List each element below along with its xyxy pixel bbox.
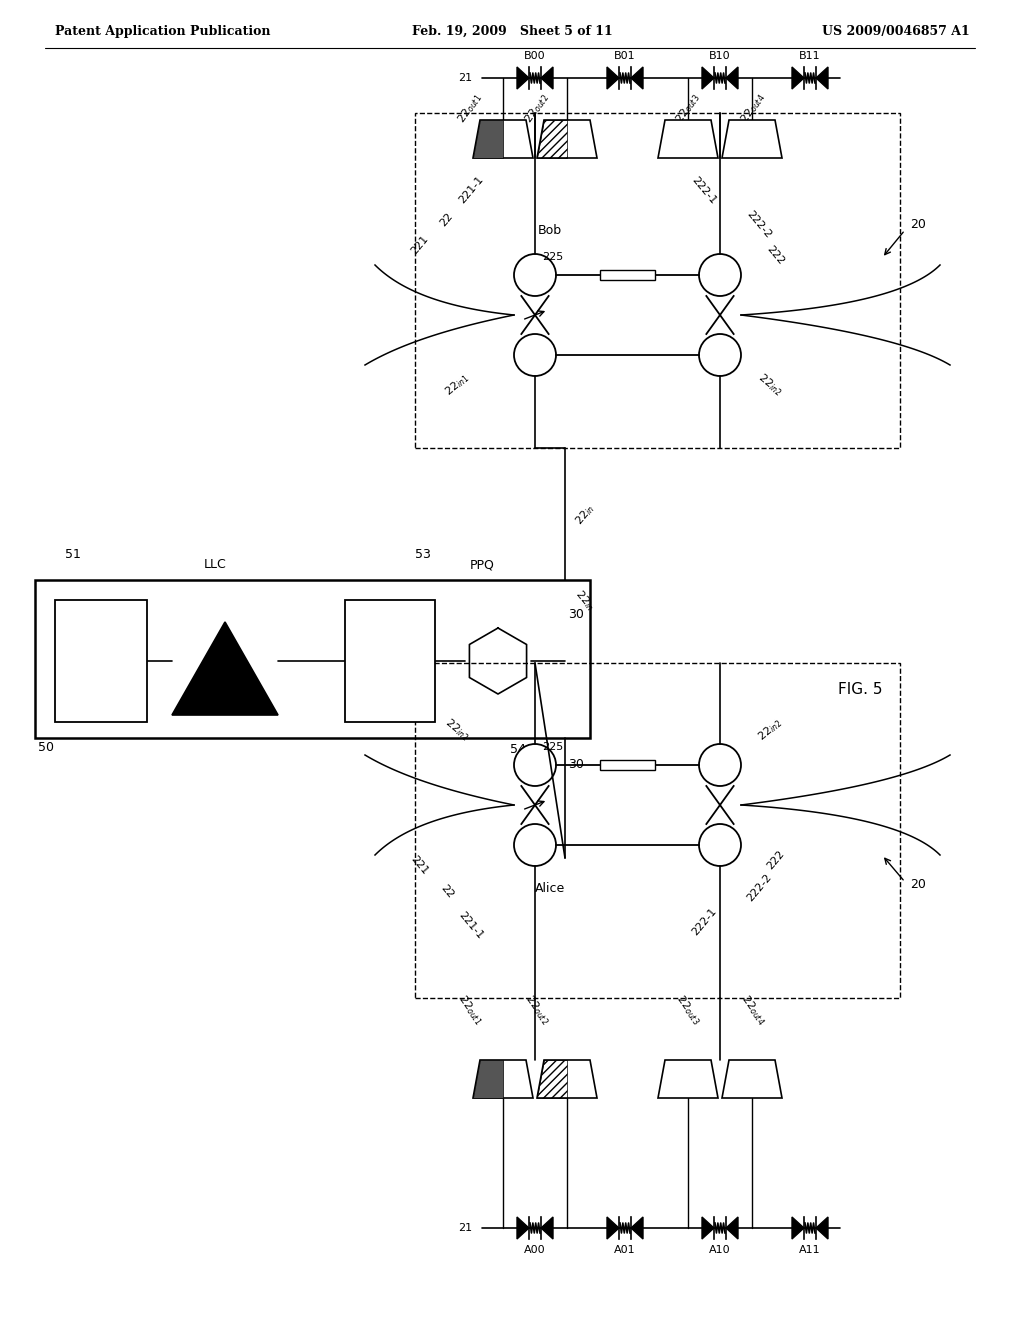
Text: 225: 225 — [542, 742, 563, 752]
Text: LLC: LLC — [204, 558, 226, 572]
Polygon shape — [473, 1060, 534, 1098]
Polygon shape — [816, 67, 828, 88]
Polygon shape — [792, 67, 804, 88]
Text: B00: B00 — [524, 51, 546, 61]
Text: 54: 54 — [510, 743, 526, 756]
Text: 22$_{in}$: 22$_{in}$ — [572, 587, 597, 614]
Polygon shape — [517, 1217, 529, 1239]
Text: NLC: NLC — [376, 653, 403, 668]
Polygon shape — [722, 1060, 782, 1098]
Text: 221: 221 — [409, 854, 430, 876]
Text: 51: 51 — [65, 549, 81, 561]
Circle shape — [699, 253, 741, 296]
Circle shape — [514, 824, 556, 866]
Circle shape — [514, 744, 556, 785]
Text: 22: 22 — [438, 211, 455, 228]
Bar — [35, 579, 590, 738]
Text: 22$_{out1}$: 22$_{out1}$ — [455, 993, 485, 1027]
Text: 225: 225 — [542, 252, 563, 261]
Text: 22$_{out2}$: 22$_{out2}$ — [522, 993, 552, 1027]
Circle shape — [514, 253, 556, 296]
Circle shape — [699, 744, 741, 785]
Text: Feb. 19, 2009   Sheet 5 of 11: Feb. 19, 2009 Sheet 5 of 11 — [412, 25, 612, 38]
Text: 50: 50 — [38, 741, 54, 754]
Bar — [600, 760, 655, 770]
Text: 30: 30 — [568, 609, 584, 622]
Bar — [415, 114, 900, 447]
Bar — [600, 271, 655, 280]
Text: 222-2: 222-2 — [745, 210, 773, 240]
Bar — [345, 601, 435, 722]
Text: 22: 22 — [438, 883, 455, 900]
Text: A11: A11 — [799, 1245, 821, 1255]
Polygon shape — [658, 1060, 718, 1098]
Polygon shape — [702, 1217, 714, 1239]
Text: B01: B01 — [614, 51, 636, 61]
Polygon shape — [517, 67, 529, 88]
Polygon shape — [473, 120, 503, 158]
Text: 222-1: 222-1 — [690, 907, 719, 937]
Polygon shape — [816, 1217, 828, 1239]
Text: 221-1: 221-1 — [457, 909, 485, 941]
Text: PPQ: PPQ — [470, 558, 495, 572]
Text: 22$_{in2}$: 22$_{in2}$ — [442, 715, 472, 744]
Text: 22$_{out2}$: 22$_{out2}$ — [522, 91, 552, 125]
Text: 22$_{out3}$: 22$_{out3}$ — [673, 90, 703, 125]
Polygon shape — [726, 67, 738, 88]
Polygon shape — [631, 67, 643, 88]
Polygon shape — [702, 67, 714, 88]
Text: B11: B11 — [799, 51, 821, 61]
Polygon shape — [607, 67, 618, 88]
Text: 22$_{in}$: 22$_{in}$ — [572, 502, 597, 528]
Polygon shape — [658, 120, 718, 158]
Text: 22$_{out3}$: 22$_{out3}$ — [673, 993, 703, 1027]
Text: Bob: Bob — [538, 223, 562, 236]
Text: FIG. 5: FIG. 5 — [838, 682, 883, 697]
Text: CW: CW — [89, 653, 113, 668]
Text: A10: A10 — [710, 1245, 731, 1255]
Polygon shape — [726, 1217, 738, 1239]
Text: 20: 20 — [910, 879, 926, 891]
Text: 222-1: 222-1 — [690, 174, 719, 206]
Polygon shape — [473, 120, 534, 158]
Polygon shape — [607, 1217, 618, 1239]
Polygon shape — [537, 120, 597, 158]
Text: 222-2: 222-2 — [745, 873, 773, 904]
Polygon shape — [172, 622, 278, 715]
Text: Patent Application Publication: Patent Application Publication — [55, 25, 270, 38]
Text: 22$_{out4}$: 22$_{out4}$ — [738, 90, 769, 125]
Polygon shape — [722, 120, 782, 158]
Text: 222: 222 — [765, 244, 786, 267]
Text: 22$_{in2}$: 22$_{in2}$ — [755, 715, 785, 744]
Text: US 2009/0046857 A1: US 2009/0046857 A1 — [822, 25, 970, 38]
Circle shape — [699, 824, 741, 866]
Bar — [55, 601, 147, 722]
Text: 30: 30 — [568, 759, 584, 771]
Text: 53: 53 — [415, 549, 431, 561]
Polygon shape — [473, 1060, 503, 1098]
Polygon shape — [792, 1217, 804, 1239]
Text: B10: B10 — [710, 51, 731, 61]
Text: 22$_{in2}$: 22$_{in2}$ — [755, 371, 785, 399]
Polygon shape — [537, 1060, 597, 1098]
Text: Alice: Alice — [535, 882, 565, 895]
Circle shape — [699, 334, 741, 376]
Polygon shape — [631, 1217, 643, 1239]
Text: 21: 21 — [458, 1224, 472, 1233]
Polygon shape — [541, 67, 553, 88]
Text: 22$_{in1}$: 22$_{in1}$ — [442, 371, 472, 399]
Text: 221-1: 221-1 — [457, 174, 485, 206]
Polygon shape — [541, 1217, 553, 1239]
Text: 21: 21 — [458, 73, 472, 83]
Text: 222: 222 — [765, 849, 786, 871]
Text: 22$_{out4}$: 22$_{out4}$ — [738, 993, 769, 1028]
Text: A00: A00 — [524, 1245, 546, 1255]
Text: A01: A01 — [614, 1245, 636, 1255]
Circle shape — [514, 334, 556, 376]
Bar — [415, 663, 900, 998]
Text: 22$_{out1}$: 22$_{out1}$ — [455, 91, 485, 125]
Text: 20: 20 — [910, 219, 926, 231]
Text: 221: 221 — [409, 234, 430, 256]
